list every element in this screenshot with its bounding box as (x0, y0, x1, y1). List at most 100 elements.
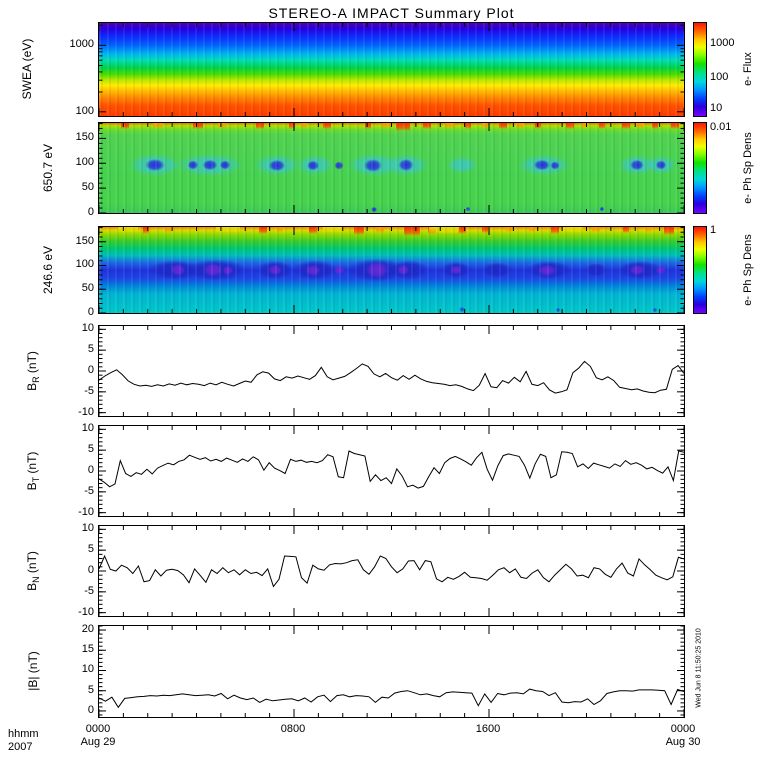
spectrogram-streak (323, 227, 343, 234)
spectrogram-feature (376, 151, 437, 180)
spectrogram-feature (555, 306, 562, 313)
tick-label: 20 (81, 623, 94, 636)
spectrogram-feature (141, 157, 168, 174)
spectrogram-feature (265, 263, 284, 277)
spectrogram-feature (653, 159, 668, 172)
spectrogram-feature (285, 257, 346, 283)
tick-label: 150 (75, 131, 94, 144)
spectrogram-feature (361, 259, 392, 281)
spectrogram-streak (664, 227, 675, 235)
spectrogram-streak (565, 123, 574, 130)
spectrogram-feature (435, 259, 476, 281)
spectrogram-feature (519, 258, 580, 282)
spectrogram-feature (476, 260, 517, 280)
tick-label: -5 (84, 484, 94, 497)
spectrogram-feature (185, 159, 200, 172)
plot-title: STEREO-A IMPACT Summary Plot (268, 5, 515, 21)
spectrogram-streak (375, 227, 384, 234)
spectrogram-streak (645, 227, 652, 233)
br-line-plot (98, 325, 685, 417)
tick-label: 5 (87, 443, 94, 456)
spectrogram-streak (599, 123, 606, 130)
spectrogram-streak (505, 227, 512, 233)
spectrogram-streak (403, 227, 420, 236)
tick-label: 0 (87, 306, 94, 318)
bn-line-plot (98, 525, 685, 617)
tick-label: 1000 (710, 36, 735, 49)
spectrogram-streak (592, 227, 601, 233)
spectrogram-feature (140, 257, 211, 283)
spectrogram-streak (289, 123, 296, 130)
tick-label: 10 (81, 322, 94, 335)
tick-label: 0.01 (710, 120, 732, 133)
flux-colorbar-title: e- Flux (742, 52, 754, 86)
tick-label: 5 (87, 543, 94, 556)
spectrogram-streak (354, 227, 365, 235)
spectrogram-feature (612, 152, 663, 179)
pad-650ev-spectrogram (98, 122, 685, 214)
tick-label: 100 (75, 258, 94, 271)
spectrogram-streak (528, 227, 535, 233)
spectrogram-streak (581, 123, 588, 128)
spectrogram-streak (193, 123, 204, 130)
tick-label: 5 (87, 343, 94, 356)
pad-650ev-colorbar-title: e- Ph Sp Dens (742, 132, 754, 204)
spectrogram-streak (300, 123, 307, 128)
spectrogram-streak (118, 227, 139, 234)
tick-label: 0 (87, 464, 94, 476)
spectrogram-feature (628, 158, 647, 173)
spectrogram-streak (562, 227, 583, 234)
tick-label: 0 (87, 703, 94, 716)
spectrogram-feature (396, 157, 417, 174)
spectrogram-feature (441, 154, 482, 177)
spectrogram-feature (336, 255, 417, 285)
spectrogram-streak (165, 227, 174, 233)
spectrogram-streak (622, 227, 629, 234)
pad-246ev-spectrogram (98, 226, 685, 314)
spectrogram-feature (220, 263, 235, 277)
spectrogram-feature (534, 262, 559, 278)
tick-label: 0 (87, 206, 94, 218)
tick-label: 1000 (69, 38, 94, 51)
tick-label: 5 (87, 683, 94, 696)
spectrogram-streak (498, 123, 507, 130)
spectrogram-feature (302, 262, 323, 278)
spectrogram-feature (165, 150, 256, 181)
spectrogram-feature (610, 258, 671, 282)
tick-label: 1600 (475, 723, 501, 735)
flux-colorbar (693, 22, 707, 117)
spectrogram-streak (621, 123, 630, 130)
tick-label: 10 (81, 663, 94, 676)
tick-label: 0800 (280, 723, 306, 735)
spectrogram-streak (142, 227, 149, 234)
spectrogram-streak (422, 123, 431, 130)
spectrogram-feature (167, 262, 188, 278)
spectrogram-feature (119, 150, 190, 181)
xaxis-unit-label: hhmm (8, 728, 39, 740)
tick-label: Aug 29 (80, 736, 116, 748)
pad-246ev-colorbar (693, 226, 707, 314)
spectrogram-streak (534, 123, 541, 130)
btotal-axis-label: |B| (nT) (26, 651, 40, 691)
tick-label: -10 (78, 605, 94, 618)
spectrogram-feature (360, 156, 385, 174)
tick-label: 1 (710, 224, 717, 237)
spectrogram-feature (457, 306, 466, 313)
bt-line-plot (98, 425, 685, 517)
pad-650ev-colorbar (693, 122, 707, 214)
spectrogram-feature (549, 159, 562, 171)
spectrogram-feature (338, 150, 409, 181)
tick-label: 0000 (670, 723, 696, 735)
creation-timestamp: Wed Jun 8 11:50:25 2010 (695, 628, 703, 708)
spectrogram-feature (331, 264, 346, 276)
swea-spectrogram (98, 22, 685, 117)
spectrogram-feature (599, 206, 606, 213)
spectrogram-streak (428, 227, 437, 234)
tick-label: 100 (75, 104, 94, 117)
spectrogram-feature (627, 263, 648, 277)
spectrogram-streak (482, 123, 489, 128)
tick-label: 10 (81, 522, 94, 535)
spectrogram-feature (581, 261, 612, 279)
spectrogram-feature (332, 159, 345, 171)
